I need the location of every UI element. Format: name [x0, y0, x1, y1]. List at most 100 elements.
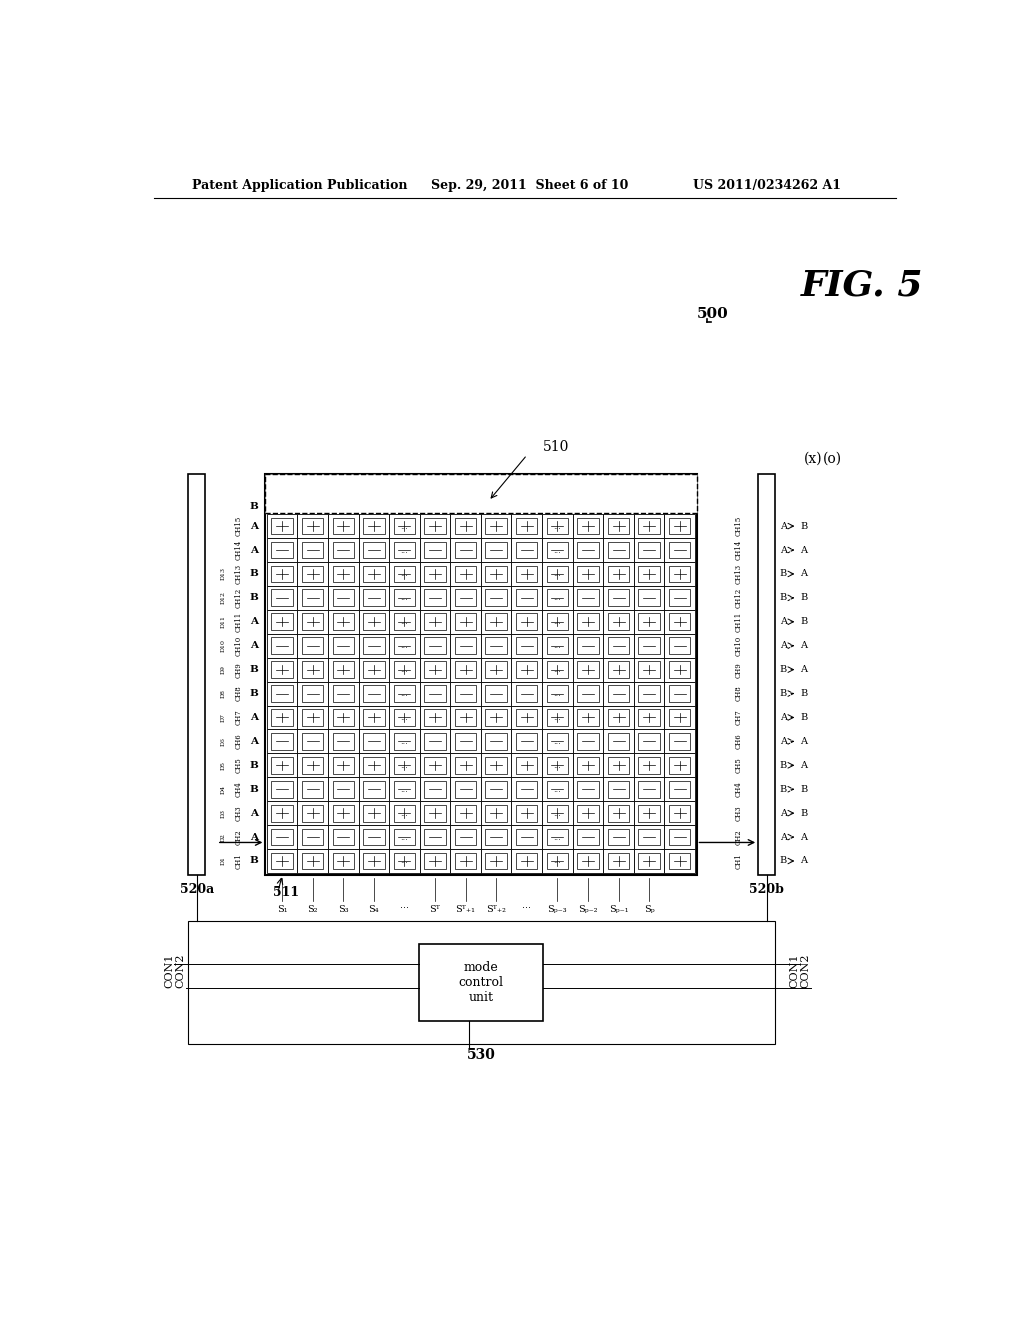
Bar: [451, 849, 481, 873]
Bar: [481, 562, 512, 586]
Bar: [358, 513, 389, 539]
Text: D10: D10: [220, 639, 225, 652]
Text: D7: D7: [220, 713, 225, 722]
Bar: [389, 562, 420, 586]
Text: ...: ...: [400, 689, 409, 698]
Bar: [516, 709, 538, 726]
Bar: [364, 781, 385, 797]
Bar: [578, 541, 599, 558]
Bar: [516, 590, 538, 606]
Bar: [302, 590, 324, 606]
Bar: [267, 777, 297, 801]
Bar: [516, 853, 538, 870]
Bar: [358, 825, 389, 849]
Bar: [603, 586, 634, 610]
Text: B: B: [249, 665, 258, 675]
Bar: [669, 685, 690, 702]
Bar: [424, 517, 445, 535]
Bar: [638, 614, 659, 630]
Bar: [271, 756, 293, 774]
Text: CH12: CH12: [735, 587, 742, 609]
Bar: [485, 805, 507, 821]
Text: ...: ...: [400, 642, 409, 651]
Bar: [297, 730, 328, 754]
Bar: [328, 825, 358, 849]
Bar: [364, 565, 385, 582]
Bar: [267, 610, 297, 634]
Bar: [297, 610, 328, 634]
Bar: [572, 539, 603, 562]
Text: ...: ...: [400, 594, 409, 602]
Bar: [512, 657, 542, 681]
Text: Sᵀ₊₁: Sᵀ₊₁: [456, 904, 475, 913]
Bar: [638, 517, 659, 535]
Bar: [608, 614, 629, 630]
Bar: [267, 849, 297, 873]
Text: CON2: CON2: [801, 953, 811, 987]
Bar: [481, 849, 512, 873]
Bar: [267, 562, 297, 586]
Bar: [608, 829, 629, 845]
Bar: [333, 829, 354, 845]
Text: ...: ...: [553, 737, 561, 746]
Bar: [542, 730, 572, 754]
Bar: [578, 733, 599, 750]
Text: CON1: CON1: [164, 953, 174, 987]
Bar: [267, 801, 297, 825]
Bar: [638, 805, 659, 821]
Bar: [542, 562, 572, 586]
Bar: [333, 590, 354, 606]
Bar: [328, 681, 358, 705]
Bar: [547, 614, 568, 630]
Text: A: A: [800, 760, 807, 770]
Bar: [451, 610, 481, 634]
Bar: [665, 849, 695, 873]
Bar: [333, 517, 354, 535]
Bar: [665, 513, 695, 539]
Text: ...: ...: [553, 833, 561, 842]
Text: US 2011/0234262 A1: US 2011/0234262 A1: [692, 178, 841, 191]
Bar: [634, 825, 665, 849]
Bar: [267, 754, 297, 777]
Bar: [297, 539, 328, 562]
Bar: [665, 705, 695, 730]
Text: CH9: CH9: [735, 661, 742, 677]
Bar: [572, 825, 603, 849]
Bar: [547, 805, 568, 821]
Text: B: B: [800, 689, 807, 698]
Bar: [333, 853, 354, 870]
Bar: [603, 681, 634, 705]
Bar: [265, 474, 696, 875]
Bar: [665, 657, 695, 681]
Bar: [419, 944, 543, 1020]
Text: CH6: CH6: [234, 734, 243, 750]
Text: D4: D4: [220, 784, 225, 793]
Bar: [302, 781, 324, 797]
Text: CH1: CH1: [234, 853, 243, 869]
Bar: [638, 709, 659, 726]
Bar: [669, 829, 690, 845]
Bar: [364, 829, 385, 845]
Bar: [669, 565, 690, 582]
Text: A: A: [250, 642, 258, 651]
Bar: [485, 614, 507, 630]
Text: A: A: [250, 713, 258, 722]
Text: D13: D13: [220, 568, 225, 581]
Text: B: B: [780, 857, 787, 866]
Bar: [424, 685, 445, 702]
Text: B: B: [780, 689, 787, 698]
Bar: [481, 754, 512, 777]
Text: S₃: S₃: [338, 904, 348, 913]
Bar: [358, 754, 389, 777]
Bar: [572, 705, 603, 730]
Bar: [572, 849, 603, 873]
Bar: [328, 777, 358, 801]
Text: ...: ...: [553, 784, 561, 793]
Bar: [394, 590, 415, 606]
Bar: [455, 590, 476, 606]
Bar: [364, 709, 385, 726]
Bar: [547, 541, 568, 558]
Bar: [302, 805, 324, 821]
Bar: [485, 638, 507, 655]
Bar: [634, 777, 665, 801]
